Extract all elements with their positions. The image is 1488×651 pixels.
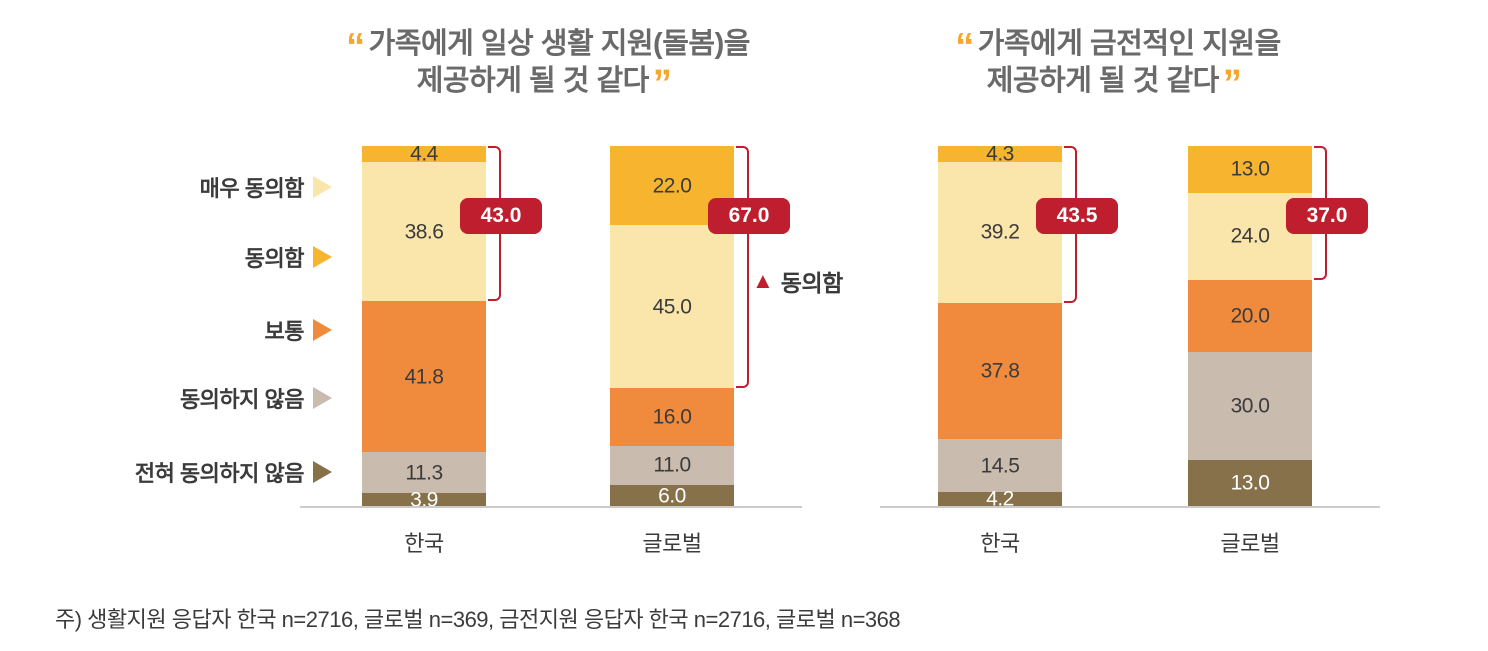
legend-label: 전혀 동의하지 않음 [134,461,305,486]
x-label-korea: 한국 [980,531,1020,556]
bar-segment: 6.0 [610,485,734,507]
segment-value-label: 14.5 [980,454,1020,478]
legend-item-strongly-agree: 매우 동의함 [0,173,332,201]
segment-value-label: 13.0 [1230,471,1270,495]
agree-total-bracket [736,146,749,388]
agree-total-badge: 67.0 [708,198,790,234]
legend-label: 동의함 [244,246,305,271]
segment-value-label: 24.0 [1230,224,1270,248]
segment-value-label: 45.0 [652,295,692,319]
title-line: 제공하게 될 것 같다” [417,65,676,103]
footnote: 주) 생활지원 응답자 한국 n=2716, 글로벌 n=369, 금전지원 응… [55,607,901,632]
bar-segment: 4.2 [938,487,1062,507]
legend-label: 동의하지 않음 [179,387,305,412]
bar-segment: 4.4 [362,146,486,166]
triangle-right-icon [313,176,332,198]
bar-segment: 4.3 [938,146,1062,166]
segment-value-label: 11.3 [405,461,443,484]
bar-segment: 37.8 [938,303,1062,440]
close-quote-icon: ” [1222,63,1242,105]
close-quote-icon: ” [652,63,672,105]
bar-segment: 14.5 [938,439,1062,492]
segment-value-label: 4.4 [410,146,438,166]
stacked-bar-global-care: 22.0 45.0 16.0 11.0 6.0 [610,146,734,507]
triangle-right-icon [313,319,332,341]
triangle-up-icon: ▲ [752,268,774,293]
segment-value-label: 41.8 [404,365,444,389]
legend-label: 매우 동의함 [199,176,305,201]
right-chart-title: “가족에게 금전적인 지원을 제공하게 될 것 같다” [890,26,1342,103]
segment-value-label: 4.3 [986,146,1014,166]
bar-segment: 45.0 [610,225,734,388]
agree-total-badge: 37.0 [1286,198,1368,234]
segment-value-label: 6.0 [658,484,686,507]
segment-value-label: 39.2 [980,220,1020,244]
segment-value-label: 22.0 [652,174,692,198]
bar-segment: 11.3 [362,452,486,493]
open-quote-icon: “ [346,26,365,68]
triangle-right-icon [313,246,332,268]
bar-segment: 30.0 [1188,351,1312,461]
title-line: “가족에게 일상 생활 지원(돌봄)을 [342,28,750,66]
bar-segment: 16.0 [610,387,734,446]
agree-total-badge: 43.5 [1036,198,1118,234]
triangle-right-icon [313,461,332,483]
stacked-bar-korea-financial: 4.3 39.2 37.8 14.5 4.2 [938,146,1062,507]
agree-annotation: ▲ 동의함 [752,264,843,298]
segment-value-label: 37.8 [980,359,1020,383]
agree-total-badge: 43.0 [460,198,542,234]
segment-value-label: 4.2 [986,487,1014,507]
bar-segment: 13.0 [1188,460,1312,507]
bar-segment: 13.0 [1188,146,1312,193]
legend-item-strongly-disagree: 전혀 동의하지 않음 [0,458,332,486]
legend-item-disagree: 동의하지 않음 [0,384,332,412]
x-label-global: 글로벌 [1220,531,1280,556]
legend-item-agree: 동의함 [0,243,332,271]
segment-value-label: 30.0 [1230,394,1270,418]
legend-label: 보통 [264,319,305,344]
x-axis-line-right [880,506,1380,508]
bar-segment: 41.8 [362,301,486,453]
x-axis-line-left [300,506,802,508]
stacked-bar-korea-care: 4.4 38.6 41.8 11.3 3.9 [362,146,486,507]
title-line: “가족에게 금전적인 지원을 [951,28,1281,66]
bar-segment: 20.0 [1188,279,1312,352]
segment-value-label: 3.9 [410,488,438,507]
x-label-korea: 한국 [404,531,444,556]
x-label-global: 글로벌 [642,531,702,556]
bar-segment: 11.0 [610,445,734,486]
triangle-right-icon [313,387,332,409]
legend-item-neutral: 보통 [0,316,332,344]
segment-value-label: 20.0 [1230,304,1270,328]
segment-value-label: 38.6 [404,220,444,244]
segment-value-label: 11.0 [653,453,691,477]
bar-segment: 3.9 [362,489,486,507]
segment-value-label: 13.0 [1230,157,1270,181]
agree-annotation-label: 동의함 [780,270,843,296]
title-line: 제공하게 될 것 같다” [987,65,1246,103]
left-chart-title: “가족에게 일상 생활 지원(돌봄)을 제공하게 될 것 같다” [300,26,792,103]
segment-value-label: 16.0 [652,405,692,429]
open-quote-icon: “ [955,26,974,68]
